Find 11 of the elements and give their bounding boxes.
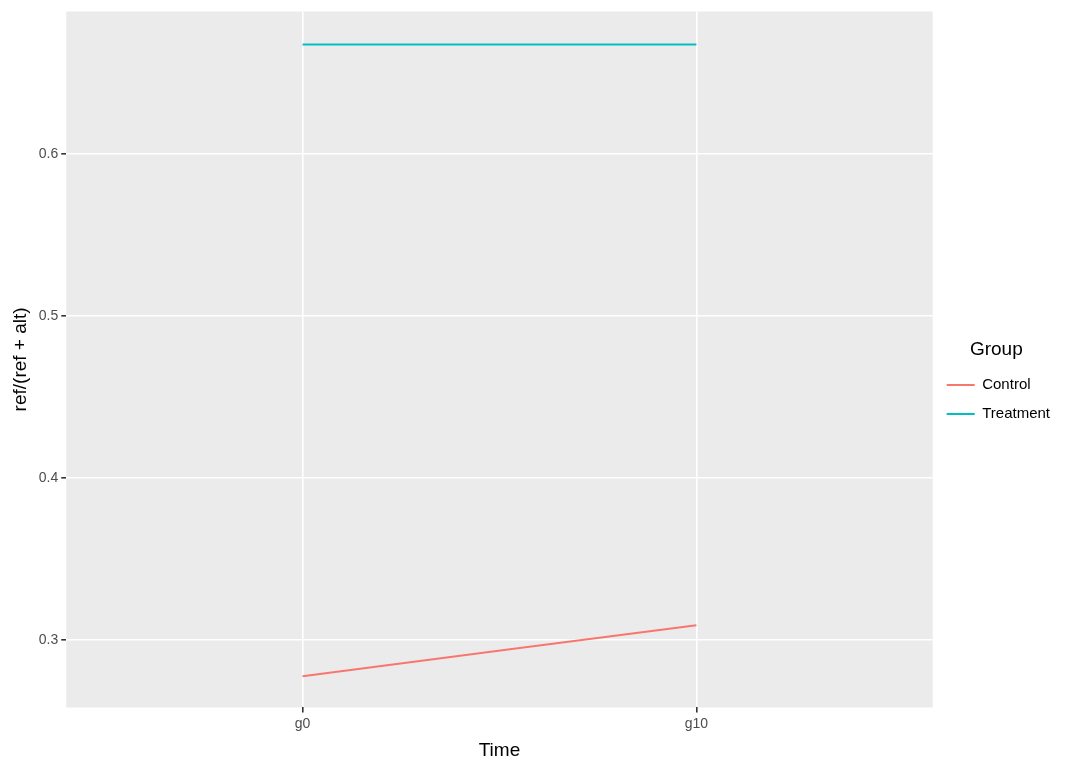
y-tick-label: 0.3 (38, 631, 59, 648)
x-tick-label: g10 (684, 714, 709, 731)
legend-title: Group (969, 338, 1023, 360)
y-axis-title: ref/(ref + alt) (8, 307, 30, 412)
legend-label: Control (982, 375, 1031, 393)
x-axis-title: Time (478, 738, 521, 760)
y-tick-label: 0.6 (38, 144, 59, 161)
y-tick-label: 0.4 (38, 468, 59, 485)
x-tick-label: g0 (294, 714, 311, 731)
legend-label: Treatment (982, 404, 1051, 422)
y-tick-label: 0.5 (38, 306, 59, 323)
